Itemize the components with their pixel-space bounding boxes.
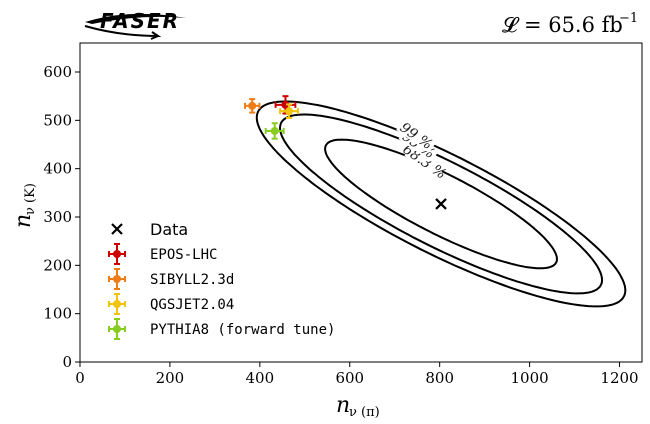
luminosity-text: 𝓛 = 65.6 fb — [502, 13, 623, 37]
model-point-4 — [264, 122, 285, 140]
y-tick-label: 500 — [43, 111, 72, 129]
x-axis-label-main: n — [336, 393, 350, 418]
x-tick-label: 800 — [425, 369, 454, 387]
y-tick-label: 200 — [43, 256, 72, 274]
y-axis-label: n ν (K) — [11, 183, 38, 228]
x-tick-label: 1200 — [600, 369, 638, 387]
luminosity-exponent: −1 — [619, 11, 638, 26]
luminosity-label: 𝓛 = 65.6 fb −1 — [502, 11, 638, 37]
y-axis-label-main: n — [11, 214, 36, 228]
legend-item-2: SIBYLL2.3d — [108, 268, 234, 290]
contour-label-bg — [404, 142, 447, 179]
legend-label: PYTHIA8 (forward tune) — [150, 322, 335, 338]
legend-item-data: Data — [111, 220, 188, 239]
logo-arrow-icon — [84, 25, 162, 40]
contour-3 — [255, 100, 627, 308]
logo-text: FASER — [100, 9, 180, 33]
model-point-3 — [279, 103, 300, 119]
x-axis-label-sub: ν (π) — [349, 405, 380, 420]
y-tick-label: 0 — [62, 353, 72, 371]
data-point — [435, 198, 447, 210]
ticks-layer: 0 200 400 600 800 1000 1200 0 100 200 300 400 500 600 — [43, 63, 638, 387]
y-axis-label-sub: ν (K) — [23, 183, 38, 215]
x-tick-label: 1000 — [511, 369, 549, 387]
legend-label: Data — [150, 220, 188, 239]
contour-label-bg — [396, 116, 439, 153]
contour-1 — [324, 138, 558, 270]
faser-logo: FASER — [84, 9, 186, 40]
contour-2 — [279, 113, 603, 295]
y-tick-label: 100 — [43, 305, 72, 323]
legend-label: SIBYLL2.3d — [150, 272, 234, 288]
x-tick-label: 400 — [246, 369, 275, 387]
plot-frame — [79, 42, 643, 363]
x-tick-label: 600 — [335, 369, 364, 387]
points-layer — [244, 95, 447, 210]
y-tick-label: 600 — [43, 63, 72, 81]
y-tick-label: 300 — [43, 208, 72, 226]
logo-swoosh-icon — [85, 13, 186, 24]
y-tick-label: 400 — [43, 160, 72, 178]
legend-label: QGSJET2.04 — [150, 297, 234, 313]
legend-label: EPOS-LHC — [150, 247, 217, 263]
x-tick-label: 200 — [156, 369, 185, 387]
legend-item-1: EPOS-LHC — [108, 243, 217, 265]
legend-item-3: QGSJET2.04 — [108, 293, 234, 315]
x-tick-label: 0 — [75, 369, 85, 387]
legend: Data EPOS-LHC SIBYLL2.3d QGSJET2.04 PYTHIA8 … — [108, 220, 335, 340]
model-point-2 — [244, 98, 261, 114]
x-axis-label: n ν (π) — [336, 393, 380, 420]
legend-item-4: PYTHIA8 (forward tune) — [108, 318, 335, 340]
